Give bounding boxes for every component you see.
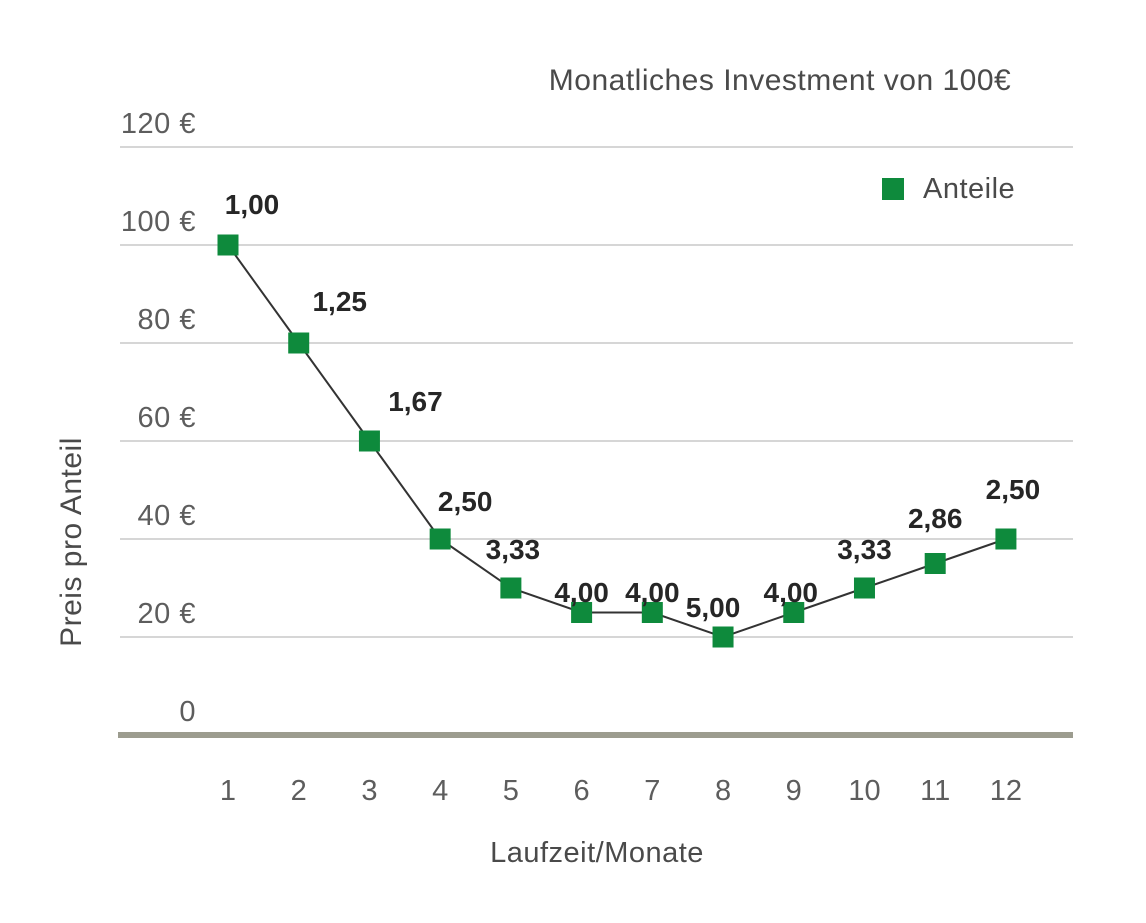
data-point-marker (217, 234, 239, 256)
data-point-marker (924, 553, 946, 574)
x-axis-title: Laufzeit/Monate (490, 837, 704, 869)
data-point-label: 3,33 (485, 534, 541, 565)
data-point-label: 1,00 (224, 189, 280, 220)
legend: Anteile (882, 172, 1015, 206)
y-tick-label: 60 € (137, 402, 196, 434)
legend-label-anteile: Anteile (923, 172, 1016, 205)
data-point-label: 2,50 (985, 474, 1041, 505)
data-point-marker (571, 602, 593, 623)
x-tick-label: 8 (714, 775, 732, 807)
chart-title: Monatliches Investment von 100€ (548, 64, 1012, 97)
x-tick-label: 5 (502, 775, 519, 807)
y-tick-label: 120 € (120, 108, 196, 140)
x-tick-label: 12 (989, 775, 1023, 807)
data-point-marker (853, 577, 875, 599)
x-tick-label: 3 (361, 775, 378, 807)
x-tick-label: 2 (290, 775, 307, 807)
data-point-marker (288, 332, 310, 354)
data-point-label: 3,33 (837, 534, 892, 565)
data-point-marker (429, 528, 451, 550)
data-point-marker (641, 602, 663, 623)
data-point-marker (358, 430, 380, 452)
data-point-marker (500, 577, 522, 599)
y-tick-label: 20 € (137, 598, 196, 630)
x-tick-label: 11 (920, 775, 951, 807)
data-point-label: 2,50 (437, 486, 493, 517)
y-tick-label: 80 € (137, 304, 196, 336)
x-tick-label: 4 (432, 775, 449, 807)
y-tick-label: 0 (179, 696, 196, 728)
y-tick-label: 40 € (137, 500, 196, 532)
data-point-label: 1,25 (312, 286, 367, 317)
data-point-label: 2,86 (907, 502, 963, 534)
x-tick-label: 10 (848, 775, 881, 807)
data-point-marker (783, 602, 805, 623)
data-point-marker (712, 626, 734, 648)
data-point-label: 4,00 (763, 576, 819, 608)
data-point-label: 1,67 (388, 386, 443, 417)
x-tick-label: 7 (644, 775, 661, 807)
legend-square-marker-icon (882, 178, 904, 200)
y-tick-label: 100 € (120, 206, 196, 238)
x-tick-label: 9 (785, 775, 802, 807)
data-point-label: 4,00 (554, 576, 609, 608)
data-point-label: 4,00 (625, 576, 680, 608)
data-point-label: 5,00 (685, 592, 741, 623)
x-tick-label: 6 (573, 775, 590, 807)
data-point-marker (995, 528, 1017, 550)
series-line (227, 244, 1007, 639)
x-tick-label: 1 (219, 775, 237, 807)
